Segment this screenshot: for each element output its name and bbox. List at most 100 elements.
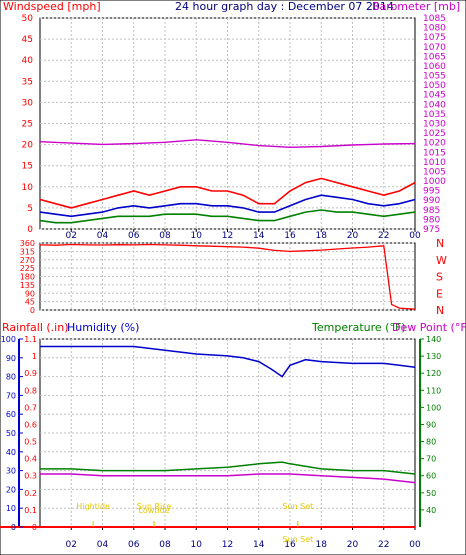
y-tick-label-direction: 315	[20, 247, 35, 256]
y-tick-label-rainfall: 0.6	[24, 420, 37, 429]
x-tick-label: 08	[159, 231, 171, 241]
y-tick-label-direction: 45	[25, 298, 35, 307]
x-tick-label: 08	[159, 540, 171, 550]
y-tick-label-temperature: 50	[426, 489, 436, 498]
y-tick-label-humidity: 60	[6, 410, 16, 419]
y-tick-label-barometer: 1080	[423, 24, 446, 34]
y-tick-label-humidity: 80	[6, 373, 16, 382]
y-tick-label-direction: 270	[20, 256, 35, 265]
barometer-axis-title: Barometer [mb]	[372, 0, 460, 13]
x-tick-label: 00	[409, 231, 421, 241]
y-tick-label-windspeed: 15	[22, 162, 33, 172]
x-tick-label: 22	[378, 231, 389, 241]
annotation-label: Sun Set	[282, 502, 313, 511]
y-tick-label-direction: 180	[20, 273, 35, 282]
y-tick-label-windspeed: 50	[22, 14, 34, 24]
dewpoint-line	[40, 473, 416, 484]
y-tick-label-rainfall: 0.8	[24, 386, 37, 395]
y-tick-label-temperature: 70	[426, 455, 436, 464]
y-tick-label-windspeed: 40	[22, 56, 34, 66]
y-tick-label-windspeed: 10	[22, 183, 34, 193]
y-tick-label-windspeed: 0	[27, 225, 33, 235]
y-tick-label-barometer: 1030	[423, 120, 446, 130]
x-tick-label: 20	[347, 231, 359, 241]
y-tick-label-humidity: 40	[6, 448, 16, 457]
y-tick-label-barometer: 1005	[423, 167, 446, 177]
x-tick-label: 14	[253, 540, 265, 550]
y-tick-label-humidity: 20	[6, 485, 16, 494]
y-tick-label-direction: 225	[20, 264, 35, 273]
x-tick-label: 14	[253, 231, 265, 241]
y-tick-label-rainfall: 1.1	[24, 335, 37, 344]
x-tick-label: 06	[128, 540, 140, 550]
x-tick-label: 18	[316, 540, 328, 550]
y-tick-label-temperature: 80	[426, 438, 436, 447]
y-tick-label-temperature: 90	[426, 420, 436, 429]
y-tick-label-barometer: 1040	[423, 100, 446, 110]
x-tick-label: 10	[191, 540, 203, 550]
y-tick-label-barometer: 1035	[423, 110, 446, 120]
y-tick-label-rainfall: 1	[32, 352, 37, 361]
y-tick-label-barometer: 1010	[423, 158, 446, 168]
annotation-label: Sun Rise	[137, 502, 172, 511]
humidity-line	[40, 345, 416, 378]
y-tick-label-direction: 0	[30, 306, 35, 315]
temperature-axis-title: Temperature (°F)	[311, 321, 406, 334]
y-tick-label-barometer: 990	[423, 196, 440, 206]
y-tick-label-barometer: 1060	[423, 62, 446, 72]
wind-direction-line	[39, 243, 416, 310]
x-tick-label: 10	[191, 231, 203, 241]
y-tick-label-humidity: 10	[6, 504, 16, 513]
y-tick-label-rainfall: 0.2	[24, 489, 37, 498]
y-tick-label-direction: 360	[20, 239, 35, 248]
humidity-axis-title: Humidity (%)	[67, 321, 139, 334]
annotation-label: Lowtide	[139, 506, 170, 515]
annotation-label: Sun Set	[282, 535, 313, 544]
temperature-line	[40, 461, 416, 475]
y-tick-label-barometer: 1015	[423, 148, 446, 158]
chart-title: 24 hour graph day : December 07 2014	[175, 0, 394, 13]
x-tick-label: 12	[222, 231, 233, 241]
windspeed-axis-title: Windspeed [mph]	[3, 0, 101, 13]
y-tick-label-rainfall: 0.3	[24, 472, 37, 481]
compass-label: N	[436, 237, 444, 250]
x-tick-label: 22	[378, 540, 389, 550]
x-tick-label: 06	[128, 231, 140, 241]
y-tick-label-barometer: 1075	[423, 33, 446, 43]
y-tick-label-rainfall: 0.5	[24, 438, 37, 447]
y-tick-label-humidity: 30	[6, 467, 16, 476]
y-tick-label-barometer: 985	[423, 206, 440, 216]
y-tick-label-windspeed: 25	[22, 120, 33, 130]
y-tick-label-windspeed: 35	[22, 77, 33, 87]
rainfall-axis-title: Rainfall (.in)	[2, 321, 69, 334]
y-tick-label-rainfall: 0	[32, 523, 37, 532]
y-tick-label-barometer: 1020	[423, 139, 446, 149]
y-tick-label-rainfall: 0.1	[24, 506, 37, 515]
y-tick-label-barometer: 995	[423, 187, 440, 197]
x-tick-label: 18	[316, 231, 328, 241]
rain-humidity-temperature-panel: Rainfall (.in) Humidity (%) Temperature …	[0, 321, 466, 550]
y-tick-label-barometer: 1000	[423, 177, 446, 187]
wind-speed-line	[39, 209, 416, 224]
y-tick-label-barometer: 1025	[423, 129, 446, 139]
y-tick-label-barometer: 1070	[423, 43, 446, 53]
y-tick-label-windspeed: 20	[22, 141, 34, 151]
y-tick-label-temperature: 60	[426, 472, 436, 481]
x-tick-label: 20	[347, 540, 359, 550]
x-tick-label: 00	[409, 540, 421, 550]
y-tick-label-barometer: 1045	[423, 91, 446, 101]
compass-label: N	[436, 304, 444, 317]
y-tick-label-humidity: 70	[6, 391, 16, 400]
compass-label: S	[436, 271, 443, 284]
y-tick-label-direction: 90	[25, 289, 35, 298]
dewpoint-axis-title: Dew Point (°F)	[392, 321, 466, 334]
y-tick-label-direction: 135	[20, 281, 35, 290]
wind-gust-line	[39, 177, 416, 209]
x-tick-label: 02	[66, 231, 77, 241]
x-tick-label: 04	[97, 540, 109, 550]
y-tick-label-windspeed: 30	[22, 98, 34, 108]
y-tick-label-temperature: 40	[426, 506, 436, 515]
y-tick-label-humidity: 0	[11, 523, 16, 532]
